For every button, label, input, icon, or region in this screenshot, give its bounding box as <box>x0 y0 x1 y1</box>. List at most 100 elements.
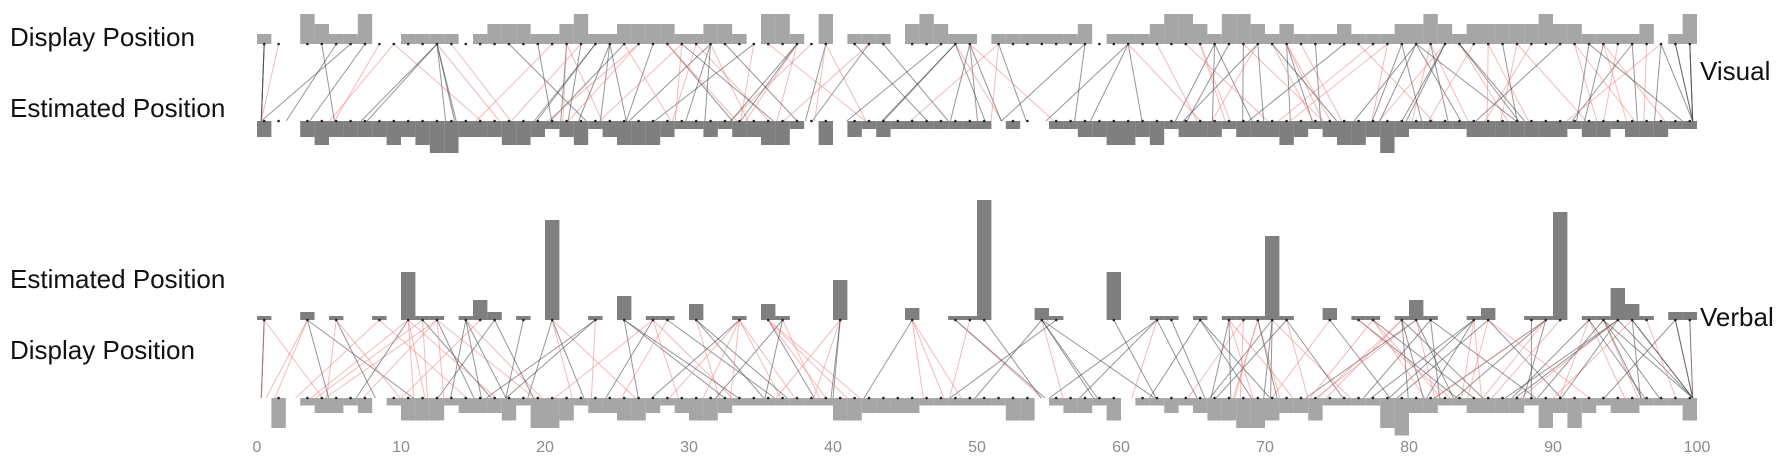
verbal-top-node <box>622 318 626 322</box>
verbal-top-node <box>334 318 338 322</box>
visual-bottom-bar <box>257 121 272 137</box>
verbal-link <box>1286 319 1344 399</box>
verbal-bottom-bar <box>415 398 430 421</box>
visual-bottom-node <box>968 119 972 123</box>
verbal-top-node <box>838 318 842 322</box>
verbal-bottom-bar <box>1524 398 1539 406</box>
verbal-link <box>307 319 414 399</box>
visual-top-node <box>1688 42 1692 46</box>
visual-bottom-node <box>464 119 468 123</box>
verbal-bottom-bar <box>386 398 401 406</box>
visual-bottom-bar <box>300 121 315 137</box>
visual-link <box>1090 43 1129 122</box>
verbal-bottom-bar <box>631 398 646 421</box>
visual-top-node <box>493 42 496 46</box>
visual-bottom-node <box>853 119 856 123</box>
verbal-link <box>1511 319 1590 399</box>
verbal-top-bar <box>545 220 560 320</box>
verbal-bottom-bar <box>1538 398 1553 428</box>
verbal-bottom-node <box>1414 396 1418 400</box>
visual-top-node <box>622 42 626 46</box>
verbal-bottom-node <box>450 396 453 400</box>
visual-link <box>969 43 978 122</box>
visual-bottom-node <box>1688 119 1692 123</box>
visual-top-bar <box>1596 34 1611 44</box>
verbal-link <box>1358 319 1451 399</box>
verbal-top-node <box>1645 318 1648 322</box>
visual-top-node <box>464 42 468 46</box>
visual-bottom-bar <box>1049 121 1064 129</box>
visual-bottom-node <box>493 119 496 123</box>
visual-top-node <box>738 42 741 46</box>
visual-top-bar <box>847 34 862 44</box>
visual-top-bar <box>1135 34 1150 44</box>
verbal-bottom-node <box>1458 396 1461 400</box>
verbal-bottom-bar <box>1351 398 1366 406</box>
verbal-top-node <box>781 318 784 322</box>
visual-link <box>1211 43 1259 122</box>
visual-link <box>599 43 611 122</box>
visual-top-node <box>363 42 367 46</box>
verbal-link <box>955 319 1046 399</box>
verbal-top-node <box>1602 318 1605 322</box>
verbal-bottom-node <box>421 396 424 400</box>
verbal-bottom-bar <box>1423 398 1438 413</box>
visual-top-bar <box>1409 24 1424 44</box>
visual-bottom-bar <box>1452 121 1467 129</box>
x-tick-label: 0 <box>253 439 262 456</box>
visual-top-node <box>522 42 525 46</box>
visual-link <box>360 43 438 122</box>
visual-link <box>1411 43 1432 122</box>
visual-top-node <box>1616 42 1620 46</box>
verbal-bottom-node <box>910 396 914 400</box>
verbal-link <box>767 319 815 399</box>
visual-top-bar <box>674 34 689 44</box>
verbal-bottom-node <box>1386 396 1389 400</box>
verbal-top-bar <box>1149 316 1165 320</box>
verbal-link <box>263 319 323 399</box>
visual-top-bar <box>1005 34 1021 44</box>
visual-top-node <box>1098 42 1101 46</box>
visual-top-node <box>1674 42 1677 46</box>
verbal-bottom-node <box>435 396 439 400</box>
visual-bottom-bar <box>314 121 329 145</box>
visual-top-bar <box>1221 14 1237 44</box>
verbal-bottom-bar <box>861 398 877 413</box>
visual-link <box>883 43 956 122</box>
visual-bottom-node <box>1198 119 1202 123</box>
verbal-bottom-node <box>1112 396 1116 400</box>
visual-top-bar <box>1567 24 1582 44</box>
visual-top-node <box>1213 42 1216 46</box>
visual-bottom-node <box>262 119 266 123</box>
verbal-link <box>1491 319 1561 399</box>
verbal-bottom-node <box>1299 396 1303 400</box>
verbal-link <box>1461 319 1475 399</box>
verbal-bottom-bar <box>1135 398 1150 406</box>
visual-bottom-bar <box>1380 121 1395 153</box>
visual-bottom-label: Estimated Position <box>10 93 226 123</box>
visual-top-node <box>378 42 381 46</box>
verbal-bottom-node <box>982 396 986 400</box>
verbal-bottom-bar <box>401 398 416 421</box>
verbal-bottom-node <box>464 396 468 400</box>
visual-top-node <box>1486 42 1490 46</box>
visual-link <box>625 43 654 122</box>
visual-bottom-node <box>666 119 669 123</box>
verbal-link <box>830 319 841 399</box>
verbal-link <box>1588 319 1626 399</box>
visual-top-bar <box>1149 24 1165 44</box>
verbal-bottom-node <box>1674 396 1677 400</box>
verbal-bottom-bar <box>473 398 488 413</box>
visual-link <box>681 43 774 122</box>
visual-link <box>1415 43 1517 122</box>
verbal-bottom-node <box>306 396 309 400</box>
visual-bottom-bar <box>1106 121 1121 145</box>
visual-link <box>334 43 380 122</box>
verbal-bottom-node <box>579 396 583 400</box>
visual-bottom-bar <box>717 121 733 129</box>
visual-link <box>1248 43 1345 122</box>
visual-top-node <box>320 42 324 46</box>
verbal-bottom-node <box>1285 396 1288 400</box>
visual-top-node <box>1069 42 1072 46</box>
verbal-top-node <box>493 318 496 322</box>
